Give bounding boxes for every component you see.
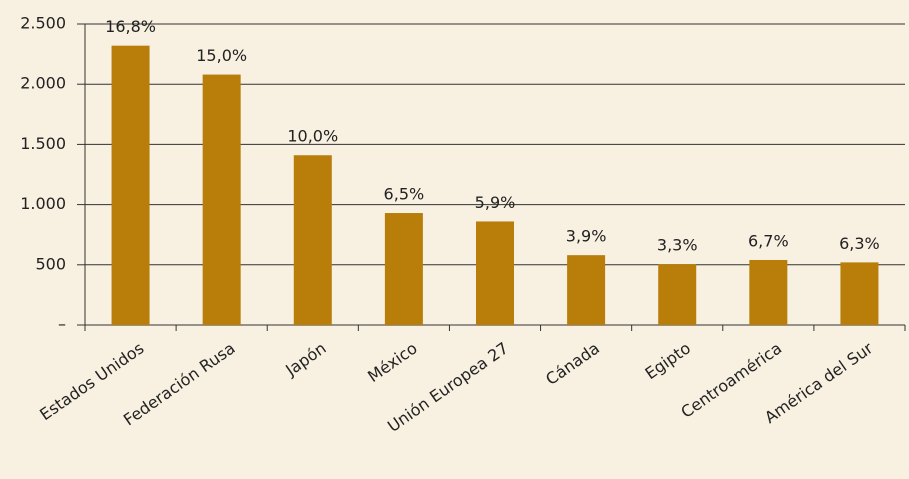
data-label: 6,5% — [384, 185, 425, 204]
bar — [111, 45, 150, 326]
y-tick-label: 1.000 — [20, 194, 66, 213]
bar — [476, 221, 514, 325]
bar — [749, 259, 788, 325]
bar — [202, 74, 241, 326]
bar — [658, 264, 697, 325]
data-label: 3,3% — [657, 236, 698, 255]
data-label: 15,0% — [196, 46, 247, 65]
bar — [567, 255, 606, 325]
y-tick-label: 2.500 — [20, 14, 66, 33]
data-label: 3,9% — [566, 227, 607, 246]
data-label: 5,9% — [475, 193, 516, 212]
data-label: 16,8% — [105, 17, 156, 36]
y-tick-label: 2.000 — [20, 74, 66, 93]
bar — [840, 262, 879, 325]
data-label: 10,0% — [287, 127, 338, 146]
data-label: 6,7% — [748, 231, 789, 250]
x-tick-label: Cánada — [542, 338, 603, 388]
data-label: 6,3% — [839, 234, 880, 253]
y-tick-label: 500 — [35, 254, 66, 273]
x-tick-label: Japón — [281, 338, 329, 380]
bar — [384, 213, 423, 325]
bar — [293, 155, 332, 325]
x-tick-label: Egipto — [641, 338, 694, 383]
y-tick-label: 1.500 — [20, 134, 66, 153]
y-tick-label: – — [58, 315, 66, 334]
x-tick-label: México — [364, 338, 421, 386]
